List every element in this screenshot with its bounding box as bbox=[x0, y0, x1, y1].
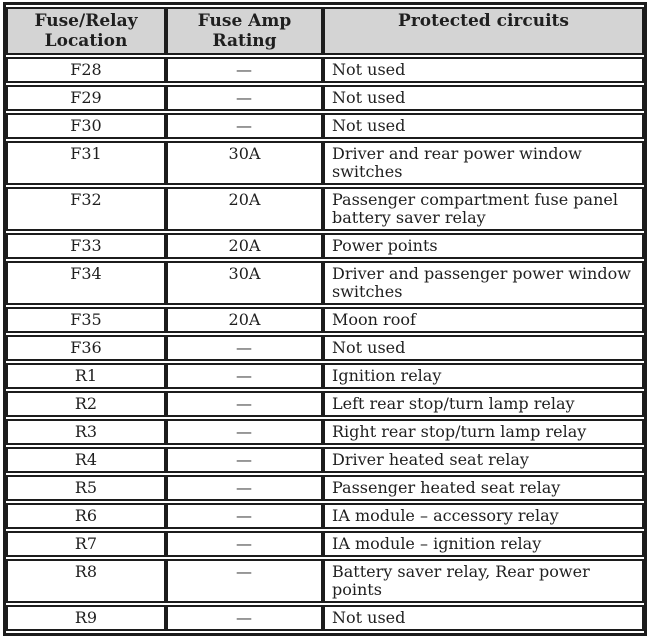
table-row: F35 20A Moon roof bbox=[6, 307, 644, 333]
protected-circuits-cell: Power points bbox=[323, 233, 644, 259]
header-row: Fuse/Relay Location Fuse Amp Rating Prot… bbox=[6, 7, 644, 55]
protected-circuits-cell: Not used bbox=[323, 85, 644, 111]
protected-circuits-cell: Left rear stop/turn lamp relay bbox=[323, 391, 644, 417]
fuse-location-cell: F33 bbox=[6, 233, 166, 259]
fuse-location-cell: F29 bbox=[6, 85, 166, 111]
table-row: F31 30A Driver and rear power window swi… bbox=[6, 141, 644, 185]
table-header: Fuse/Relay Location Fuse Amp Rating Prot… bbox=[6, 7, 644, 55]
table-row: R2 — Left rear stop/turn lamp relay bbox=[6, 391, 644, 417]
protected-circuits-cell: Right rear stop/turn lamp relay bbox=[323, 419, 644, 445]
table-row: R5 — Passenger heated seat relay bbox=[6, 475, 644, 501]
protected-circuits-cell: Driver and passenger power window switch… bbox=[323, 261, 644, 305]
amp-rating-cell: — bbox=[166, 447, 323, 473]
fuse-location-cell: R2 bbox=[6, 391, 166, 417]
protected-circuits-cell: Driver heated seat relay bbox=[323, 447, 644, 473]
table-row: F28 — Not used bbox=[6, 57, 644, 83]
amp-rating-cell: — bbox=[166, 559, 323, 603]
amp-rating-cell: — bbox=[166, 85, 323, 111]
amp-rating-cell: 20A bbox=[166, 233, 323, 259]
protected-circuits-cell: Driver and rear power window switches bbox=[323, 141, 644, 185]
header-protected-circuits: Protected circuits bbox=[323, 7, 644, 55]
amp-rating-cell: — bbox=[166, 57, 323, 83]
table-row: F34 30A Driver and passenger power windo… bbox=[6, 261, 644, 305]
table-row: F30 — Not used bbox=[6, 113, 644, 139]
protected-circuits-cell: Ignition relay bbox=[323, 363, 644, 389]
header-fuse-relay-location: Fuse/Relay Location bbox=[6, 7, 166, 55]
fuse-location-cell: R7 bbox=[6, 531, 166, 557]
fuse-location-cell: R8 bbox=[6, 559, 166, 603]
table-row: F36 — Not used bbox=[6, 335, 644, 361]
table-row: F33 20A Power points bbox=[6, 233, 644, 259]
fuse-location-cell: R6 bbox=[6, 503, 166, 529]
amp-rating-cell: — bbox=[166, 503, 323, 529]
fuse-location-cell: R1 bbox=[6, 363, 166, 389]
amp-rating-cell: — bbox=[166, 475, 323, 501]
amp-rating-cell: — bbox=[166, 335, 323, 361]
table-row: F32 20A Passenger compartment fuse panel… bbox=[6, 187, 644, 231]
fuse-location-cell: R4 bbox=[6, 447, 166, 473]
table-row: R3 — Right rear stop/turn lamp relay bbox=[6, 419, 644, 445]
fuse-location-cell: F35 bbox=[6, 307, 166, 333]
table-row: R8 — Battery saver relay, Rear power poi… bbox=[6, 559, 644, 603]
fuse-location-cell: F34 bbox=[6, 261, 166, 305]
fuse-location-cell: R5 bbox=[6, 475, 166, 501]
amp-rating-cell: — bbox=[166, 391, 323, 417]
table-row: R6 — IA module – accessory relay bbox=[6, 503, 644, 529]
fuse-location-cell: F28 bbox=[6, 57, 166, 83]
fuse-location-cell: F36 bbox=[6, 335, 166, 361]
protected-circuits-cell: IA module – ignition relay bbox=[323, 531, 644, 557]
table-row: R1 — Ignition relay bbox=[6, 363, 644, 389]
amp-rating-cell: 20A bbox=[166, 187, 323, 231]
table-row: R7 — IA module – ignition relay bbox=[6, 531, 644, 557]
protected-circuits-cell: Moon roof bbox=[323, 307, 644, 333]
header-fuse-amp-rating: Fuse Amp Rating bbox=[166, 7, 323, 55]
fuse-location-cell: F32 bbox=[6, 187, 166, 231]
fuse-relay-table: Fuse/Relay Location Fuse Amp Rating Prot… bbox=[3, 2, 647, 636]
amp-rating-cell: — bbox=[166, 113, 323, 139]
protected-circuits-cell: Battery saver relay, Rear power points bbox=[323, 559, 644, 603]
fuse-location-cell: F31 bbox=[6, 141, 166, 185]
protected-circuits-cell: Passenger heated seat relay bbox=[323, 475, 644, 501]
fuse-location-cell: R3 bbox=[6, 419, 166, 445]
table-body: F28 — Not used F29 — Not used F30 — Not … bbox=[6, 57, 644, 631]
amp-rating-cell: — bbox=[166, 419, 323, 445]
manual-page: Fuse/Relay Location Fuse Amp Rating Prot… bbox=[3, 2, 647, 636]
fuse-location-cell: F30 bbox=[6, 113, 166, 139]
amp-rating-cell: 30A bbox=[166, 141, 323, 185]
protected-circuits-cell: Passenger compartment fuse panel battery… bbox=[323, 187, 644, 231]
protected-circuits-cell: Not used bbox=[323, 335, 644, 361]
table-row: F29 — Not used bbox=[6, 85, 644, 111]
protected-circuits-cell: IA module – accessory relay bbox=[323, 503, 644, 529]
protected-circuits-cell: Not used bbox=[323, 57, 644, 83]
table-row: R4 — Driver heated seat relay bbox=[6, 447, 644, 473]
amp-rating-cell: — bbox=[166, 363, 323, 389]
amp-rating-cell: 30A bbox=[166, 261, 323, 305]
amp-rating-cell: 20A bbox=[166, 307, 323, 333]
protected-circuits-cell: Not used bbox=[323, 113, 644, 139]
amp-rating-cell: — bbox=[166, 531, 323, 557]
